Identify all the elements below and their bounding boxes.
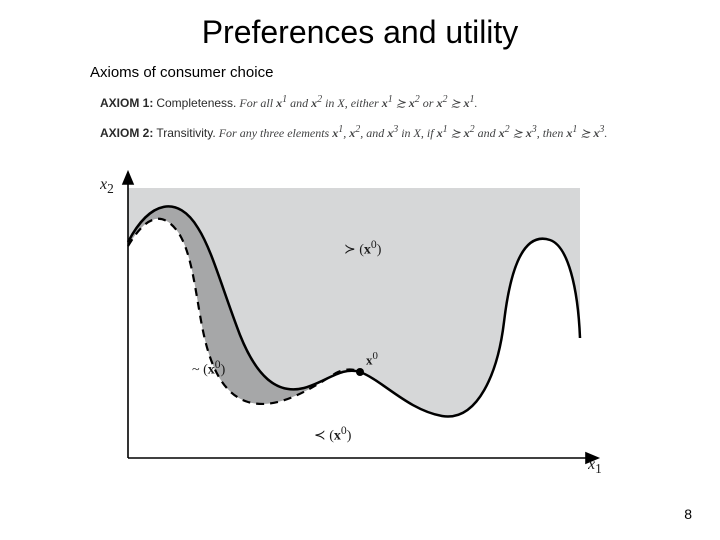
axiom-1-body: For all x1 and x2 in X, either x1 ≿ x2 o… [239,96,477,110]
label-sim: ~ (x0) [192,358,262,379]
axiom-2: AXIOM 2: Transitivity. For any three ele… [100,122,630,142]
axiom-2-name: Transitivity. [156,126,215,140]
point-x0 [356,368,364,376]
page-title: Preferences and utility [0,14,720,51]
label-x1: x1 [588,456,610,477]
preference-diagram: x2 x1 x0 ≻ (x0) ~ (x0) ≺ (x0) [90,170,610,490]
label-succ: ≻ (x0) [344,238,414,259]
axiom-2-label: AXIOM 2: [100,126,153,140]
subtitle: Axioms of consumer choice [90,64,273,81]
axiom-1: AXIOM 1: Completeness. For all x1 and x2… [100,92,630,112]
axiom-1-name: Completeness. [156,96,236,110]
axiom-2-body: For any three elements x1, x2, and x3 in… [219,126,608,140]
label-x0: x0 [366,350,396,368]
axiom-1-label: AXIOM 1: [100,96,153,110]
label-prec: ≺ (x0) [314,424,384,445]
page-number: 8 [684,506,692,522]
label-x2: x2 [100,176,128,197]
